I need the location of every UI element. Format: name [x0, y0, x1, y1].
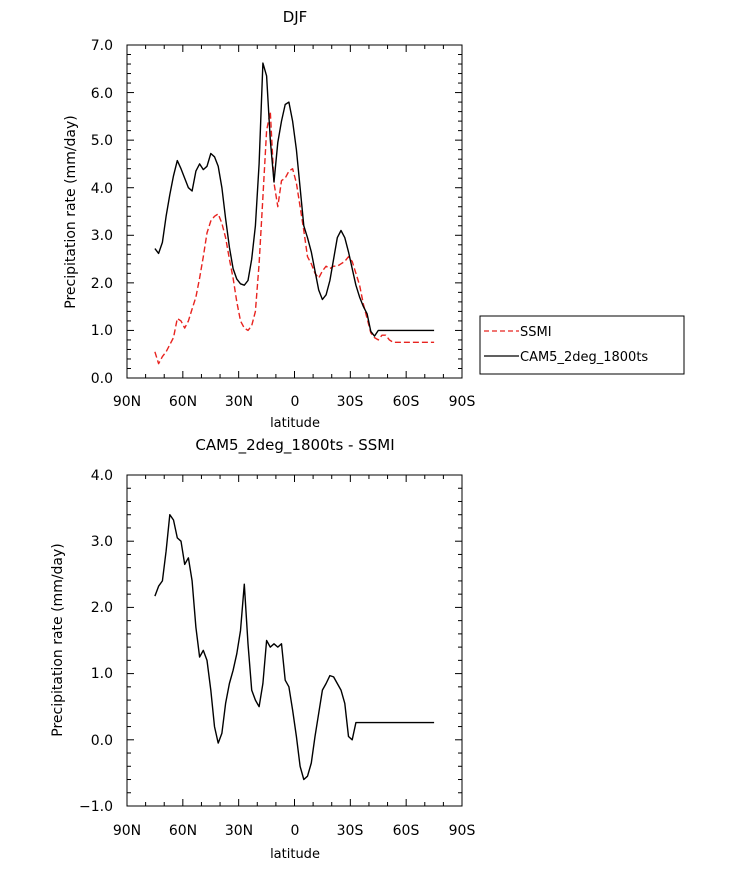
legend-label-ssmi: SSMI	[520, 325, 552, 340]
y-tick-label: 3.0	[91, 534, 113, 550]
legend-label-cam5: CAM5_2deg_1800ts	[520, 350, 648, 365]
y-tick-label: 7.0	[91, 38, 113, 54]
y-tick-label: 2.0	[91, 276, 113, 292]
y-tick-label: 5.0	[91, 133, 113, 149]
chart-bottom-xlabel: latitude	[270, 847, 320, 862]
series-line-ssmi	[154, 110, 435, 365]
y-tick-label: 4.0	[91, 468, 113, 484]
legend-box	[479, 315, 685, 375]
x-tick-label: 30N	[225, 823, 253, 839]
x-tick-label: 0	[291, 823, 300, 839]
chart-bottom-series	[154, 514, 435, 781]
x-tick-label: 60S	[393, 823, 420, 839]
series-line-cam5-2deg-1800ts	[154, 62, 435, 337]
y-tick-label: −1.0	[79, 799, 113, 815]
y-tick-label: 4.0	[91, 181, 113, 197]
chart-bottom: CAM5_2deg_1800ts - SSMI −1.0 0.0 1.0 2.0…	[50, 436, 475, 862]
y-tick-label: 0.0	[91, 371, 113, 387]
x-tick-label: 90S	[449, 823, 476, 839]
chart-top-ticks	[126, 44, 463, 379]
chart-bottom-ticks	[126, 474, 463, 807]
chart-top-legend: SSMI CAM5_2deg_1800ts	[479, 315, 685, 375]
x-tick-label: 60S	[393, 394, 420, 410]
x-tick-label: 90S	[449, 394, 476, 410]
x-tick-label: 0	[291, 394, 300, 410]
chart-top-x-tick-labels: 90N 60N 30N 0 30S 60S 90S	[113, 394, 476, 410]
chart-bottom-ylabel: Precipitation rate (mm/day)	[50, 543, 66, 737]
x-tick-label: 90N	[113, 394, 141, 410]
y-tick-label: 1.0	[91, 666, 113, 682]
chart-top-title: DJF	[283, 8, 308, 26]
chart-top-xlabel: latitude	[270, 416, 320, 431]
y-tick-label: 0.0	[91, 733, 113, 749]
x-tick-label: 30N	[225, 394, 253, 410]
chart-top-y-tick-labels: 0.0 1.0 2.0 3.0 4.0 5.0 6.0 7.0	[91, 38, 113, 387]
y-tick-label: 1.0	[91, 323, 113, 339]
x-tick-label: 90N	[113, 823, 141, 839]
x-tick-label: 30S	[337, 823, 364, 839]
x-tick-label: 60N	[169, 394, 197, 410]
chart-bottom-title: CAM5_2deg_1800ts - SSMI	[195, 436, 394, 455]
chart-top-frame	[126, 44, 463, 379]
chart-bottom-x-tick-labels: 90N 60N 30N 0 30S 60S 90S	[113, 823, 476, 839]
y-tick-label: 6.0	[91, 86, 113, 102]
series-line-difference	[154, 514, 435, 781]
chart-bottom-y-tick-labels: −1.0 0.0 1.0 2.0 3.0 4.0	[79, 468, 113, 815]
chart-top-series	[154, 62, 435, 365]
chart-top-ylabel: Precipitation rate (mm/day)	[63, 115, 79, 309]
chart-top: DJF 0.0 1.0 2.0 3.0 4.0 5.0 6.0 7.0 90N …	[63, 8, 685, 431]
x-tick-label: 30S	[337, 394, 364, 410]
chart-bottom-frame	[126, 474, 463, 807]
y-tick-label: 3.0	[91, 228, 113, 244]
y-tick-label: 2.0	[91, 600, 113, 616]
x-tick-label: 60N	[169, 823, 197, 839]
